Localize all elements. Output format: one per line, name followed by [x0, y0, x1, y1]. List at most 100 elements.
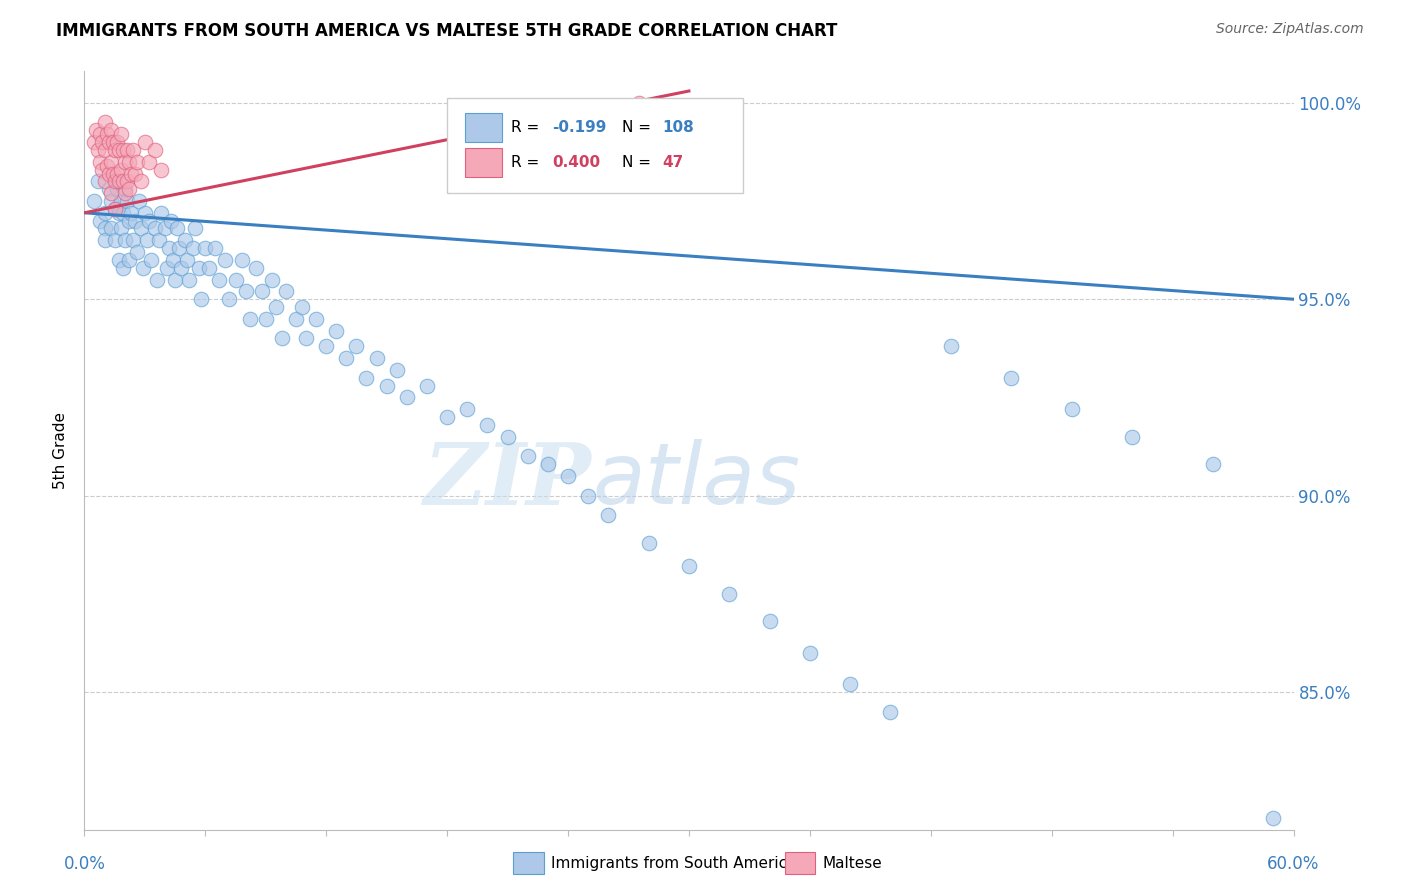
- Point: [537, 457, 560, 471]
- Point: [115, 174, 138, 188]
- Point: [1263, 811, 1285, 825]
- Text: N =: N =: [623, 155, 657, 169]
- Point: [157, 241, 180, 255]
- Point: [114, 182, 136, 196]
- Point: [118, 213, 141, 227]
- Point: [96, 159, 118, 173]
- Point: [115, 143, 138, 157]
- Point: [93, 174, 115, 188]
- Point: [124, 167, 146, 181]
- Point: [254, 311, 277, 326]
- Point: [118, 252, 141, 267]
- Point: [637, 535, 659, 549]
- Point: [718, 587, 741, 601]
- Point: [115, 194, 138, 208]
- Point: [225, 272, 247, 286]
- Point: [97, 182, 120, 196]
- Text: 0.400: 0.400: [553, 155, 600, 169]
- Point: [100, 123, 122, 137]
- Point: [346, 339, 368, 353]
- Text: 0.0%: 0.0%: [63, 855, 105, 872]
- Point: [114, 233, 136, 247]
- Point: [758, 615, 780, 629]
- Point: [477, 417, 499, 432]
- Point: [270, 331, 292, 345]
- Point: [93, 221, 115, 235]
- Point: [138, 154, 160, 169]
- Point: [139, 252, 162, 267]
- Point: [162, 252, 184, 267]
- Point: [97, 167, 120, 181]
- Point: [93, 115, 115, 129]
- Point: [198, 260, 221, 275]
- Point: [305, 311, 328, 326]
- Point: [516, 450, 538, 464]
- Point: [176, 252, 198, 267]
- Point: [105, 167, 128, 181]
- Point: [110, 127, 132, 141]
- Text: Source: ZipAtlas.com: Source: ZipAtlas.com: [1216, 22, 1364, 37]
- Text: R =: R =: [512, 155, 544, 169]
- Point: [385, 363, 408, 377]
- Point: [576, 489, 599, 503]
- Text: 60.0%: 60.0%: [1267, 855, 1320, 872]
- Point: [104, 174, 127, 188]
- Point: [184, 221, 207, 235]
- Point: [83, 194, 105, 208]
- Y-axis label: 5th Grade: 5th Grade: [53, 412, 69, 489]
- Point: [627, 95, 650, 110]
- Point: [416, 378, 439, 392]
- Point: [104, 233, 127, 247]
- Point: [132, 260, 155, 275]
- Point: [395, 391, 418, 405]
- Point: [107, 174, 129, 188]
- Text: N =: N =: [623, 120, 657, 135]
- Point: [356, 371, 378, 385]
- Point: [291, 300, 314, 314]
- Point: [143, 221, 166, 235]
- Point: [375, 378, 398, 392]
- Point: [101, 167, 124, 181]
- Point: [188, 260, 211, 275]
- Point: [1060, 402, 1083, 417]
- Point: [295, 331, 318, 345]
- Point: [125, 245, 148, 260]
- Point: [146, 272, 169, 286]
- Point: [153, 221, 176, 235]
- Point: [208, 272, 231, 286]
- Point: [100, 194, 122, 208]
- Point: [86, 123, 108, 137]
- Point: [104, 202, 127, 216]
- Point: [190, 292, 212, 306]
- Point: [110, 194, 132, 208]
- Point: [264, 300, 287, 314]
- Point: [366, 351, 388, 366]
- Point: [120, 206, 142, 220]
- Point: [101, 135, 124, 149]
- Point: [149, 206, 172, 220]
- Point: [128, 194, 150, 208]
- Point: [100, 186, 122, 201]
- Text: IMMIGRANTS FROM SOUTH AMERICA VS MALTESE 5TH GRADE CORRELATION CHART: IMMIGRANTS FROM SOUTH AMERICA VS MALTESE…: [56, 22, 838, 40]
- FancyBboxPatch shape: [447, 98, 744, 193]
- Point: [110, 221, 132, 235]
- Point: [879, 705, 901, 719]
- Text: Maltese: Maltese: [823, 856, 882, 871]
- Point: [496, 430, 519, 444]
- Point: [839, 677, 862, 691]
- Point: [129, 174, 152, 188]
- Point: [799, 646, 821, 660]
- Point: [104, 202, 127, 216]
- Text: atlas: atlas: [592, 439, 800, 523]
- Point: [124, 213, 146, 227]
- Point: [678, 559, 700, 574]
- Point: [105, 135, 128, 149]
- Point: [121, 143, 143, 157]
- Point: [170, 260, 193, 275]
- Point: [214, 252, 236, 267]
- Point: [148, 233, 170, 247]
- Point: [93, 233, 115, 247]
- Point: [335, 351, 357, 366]
- Point: [160, 213, 183, 227]
- Text: Immigrants from South America: Immigrants from South America: [551, 856, 797, 871]
